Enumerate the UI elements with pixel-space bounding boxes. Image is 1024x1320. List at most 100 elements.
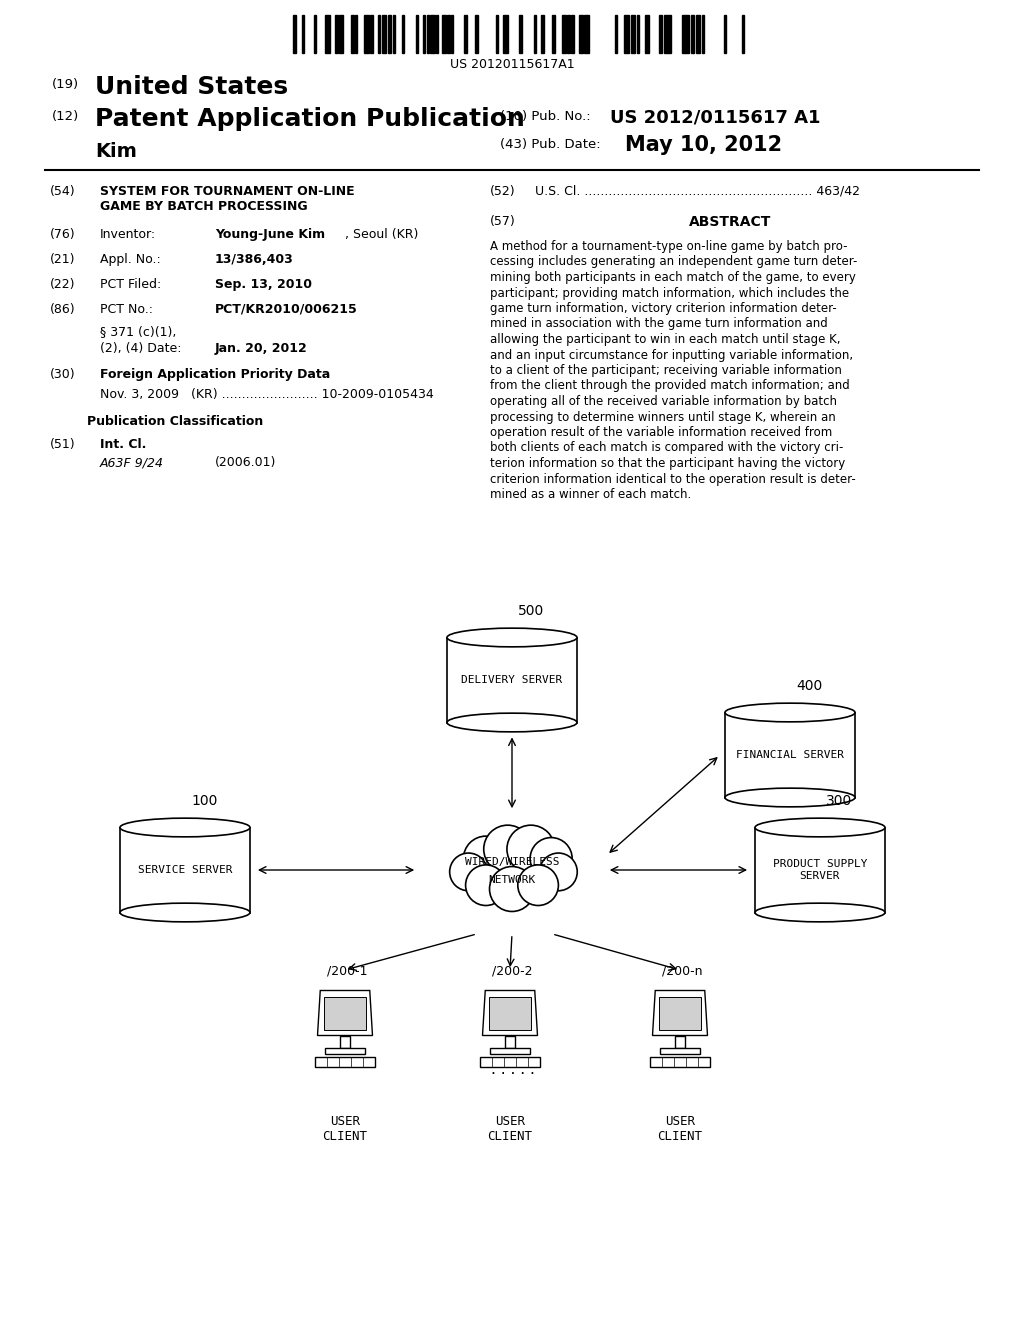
Text: (30): (30) <box>50 368 76 381</box>
Bar <box>416 15 419 53</box>
Bar <box>427 15 429 53</box>
Text: SERVICE SERVER: SERVICE SERVER <box>138 865 232 875</box>
Bar <box>571 15 574 53</box>
Bar <box>741 15 744 53</box>
Bar <box>447 15 451 53</box>
Text: participant; providing match information, which includes the: participant; providing match information… <box>490 286 849 300</box>
Text: allowing the participant to win in each match until stage K,: allowing the participant to win in each … <box>490 333 841 346</box>
Text: 100: 100 <box>191 793 218 808</box>
Text: SYSTEM FOR TOURNAMENT ON-LINE: SYSTEM FOR TOURNAMENT ON-LINE <box>100 185 354 198</box>
Bar <box>660 1048 700 1053</box>
Bar <box>535 15 537 53</box>
Bar <box>387 15 391 53</box>
Bar <box>464 15 467 53</box>
Text: , Seoul (KR): , Seoul (KR) <box>345 228 419 242</box>
Bar <box>625 15 629 53</box>
Text: (2006.01): (2006.01) <box>215 455 276 469</box>
Bar <box>340 1035 350 1048</box>
Text: from the client through the provided match information; and: from the client through the provided mat… <box>490 380 850 392</box>
Text: operation result of the variable information received from: operation result of the variable informa… <box>490 426 833 440</box>
Bar <box>675 1035 685 1048</box>
Text: mining both participants in each match of the game, to every: mining both participants in each match o… <box>490 271 856 284</box>
Bar <box>632 15 635 53</box>
Text: Kim: Kim <box>95 143 137 161</box>
Text: May 10, 2012: May 10, 2012 <box>625 135 782 154</box>
Circle shape <box>540 853 578 891</box>
Text: operating all of the received variable information by batch: operating all of the received variable i… <box>490 395 837 408</box>
Circle shape <box>464 836 508 880</box>
Bar <box>325 1048 365 1053</box>
Bar <box>496 15 498 53</box>
Circle shape <box>507 825 555 873</box>
Bar <box>452 15 453 53</box>
Bar <box>313 15 316 53</box>
Bar <box>365 15 370 53</box>
Text: WIRED/WIRELESS: WIRED/WIRELESS <box>465 857 559 867</box>
Text: . . . . .: . . . . . <box>490 1063 535 1077</box>
Text: ABSTRACT: ABSTRACT <box>689 215 771 228</box>
Bar <box>701 15 703 53</box>
Text: Int. Cl.: Int. Cl. <box>100 438 146 451</box>
Ellipse shape <box>725 704 855 722</box>
Bar <box>724 15 726 53</box>
Bar <box>682 15 684 53</box>
Text: PRODUCT SUPPLY
SERVER: PRODUCT SUPPLY SERVER <box>773 859 867 882</box>
Bar <box>665 15 669 53</box>
Text: DELIVERY SERVER: DELIVERY SERVER <box>462 675 562 685</box>
Text: (76): (76) <box>50 228 76 242</box>
Text: US 2012/0115617 A1: US 2012/0115617 A1 <box>610 108 820 125</box>
Text: USER: USER <box>495 1115 525 1129</box>
Text: terion information so that the participant having the victory: terion information so that the participa… <box>490 457 845 470</box>
Text: NETWORK: NETWORK <box>488 875 536 884</box>
Bar <box>755 828 885 912</box>
Ellipse shape <box>120 903 250 921</box>
Text: CLIENT: CLIENT <box>487 1130 532 1143</box>
Text: (21): (21) <box>50 253 76 267</box>
Bar <box>382 15 386 53</box>
Text: FINANCIAL SERVER: FINANCIAL SERVER <box>736 750 844 760</box>
Text: Young-June Kim: Young-June Kim <box>215 228 326 242</box>
Ellipse shape <box>120 818 250 837</box>
Text: PCT No.:: PCT No.: <box>100 304 153 315</box>
Text: (54): (54) <box>50 185 76 198</box>
Bar <box>725 713 855 797</box>
Text: USER: USER <box>665 1115 695 1129</box>
Text: mined as a winner of each match.: mined as a winner of each match. <box>490 488 691 502</box>
Text: (57): (57) <box>490 215 516 228</box>
Bar <box>393 15 394 53</box>
Text: Appl. No.:: Appl. No.: <box>100 253 161 267</box>
Polygon shape <box>482 990 538 1035</box>
Bar <box>505 1035 515 1048</box>
Bar <box>480 1056 540 1067</box>
Bar <box>488 997 531 1030</box>
Text: (86): (86) <box>50 304 76 315</box>
Text: Jan. 20, 2012: Jan. 20, 2012 <box>215 342 308 355</box>
Text: CLIENT: CLIENT <box>323 1130 368 1143</box>
Text: 400: 400 <box>797 678 822 693</box>
Ellipse shape <box>447 628 577 647</box>
Bar <box>562 15 565 53</box>
Text: Publication Classification: Publication Classification <box>87 414 263 428</box>
Bar <box>503 15 508 53</box>
Bar <box>324 997 367 1030</box>
Text: 13/386,403: 13/386,403 <box>215 253 294 267</box>
Text: Sep. 13, 2010: Sep. 13, 2010 <box>215 279 312 290</box>
Bar <box>447 638 577 722</box>
Text: (10) Pub. No.:: (10) Pub. No.: <box>500 110 591 123</box>
Text: (43) Pub. Date:: (43) Pub. Date: <box>500 139 601 150</box>
Text: PCT Filed:: PCT Filed: <box>100 279 161 290</box>
Bar <box>658 997 701 1030</box>
Bar <box>423 15 425 53</box>
Text: CLIENT: CLIENT <box>657 1130 702 1143</box>
Bar <box>293 15 296 53</box>
Polygon shape <box>317 990 373 1035</box>
Polygon shape <box>652 990 708 1035</box>
Bar <box>637 15 639 53</box>
Bar <box>541 15 544 53</box>
Bar <box>644 15 649 53</box>
Text: Foreign Application Priority Data: Foreign Application Priority Data <box>100 368 331 381</box>
Text: (2), (4) Date:: (2), (4) Date: <box>100 342 181 355</box>
Bar <box>670 15 671 53</box>
Bar <box>401 15 403 53</box>
Text: United States: United States <box>95 75 288 99</box>
